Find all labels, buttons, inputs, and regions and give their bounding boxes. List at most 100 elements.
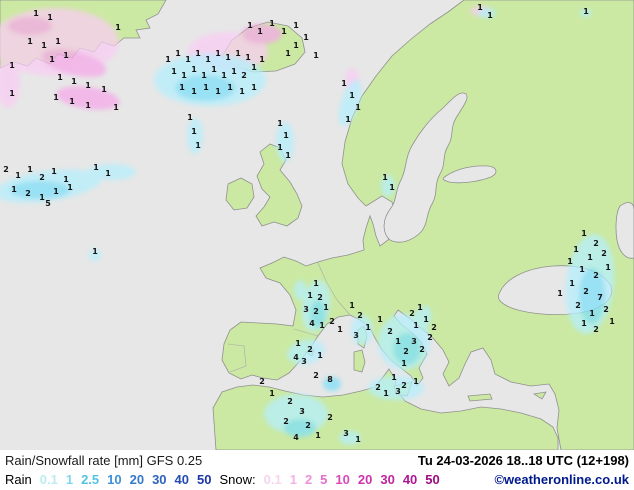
precip-value-label: 1 bbox=[317, 351, 323, 360]
precip-value-label: 3 bbox=[299, 407, 305, 416]
precip-value-label: 2 bbox=[259, 377, 265, 386]
precip-value-label: 1 bbox=[355, 103, 361, 112]
precip-value-label: 1 bbox=[401, 359, 407, 368]
precip-value-label: 1 bbox=[247, 21, 253, 30]
precip-value-label: 2 bbox=[327, 413, 333, 422]
border-portugal bbox=[227, 343, 247, 373]
precip-value-label: 1 bbox=[382, 173, 388, 182]
precip-value-label: 2 bbox=[375, 383, 381, 392]
legend-step-50: 50 bbox=[197, 472, 212, 487]
precip-value-label: 2 bbox=[241, 71, 247, 80]
legend-step-10: 10 bbox=[335, 472, 350, 487]
precip-value-label: 1 bbox=[413, 377, 419, 386]
precip-value-label: 2 bbox=[357, 311, 363, 320]
legend-step-20: 20 bbox=[129, 472, 145, 487]
precip-value-label: 2 bbox=[317, 293, 323, 302]
precip-value-label: 1 bbox=[179, 83, 185, 92]
precip-value-label: 1 bbox=[281, 27, 287, 36]
precip-value-label: 1 bbox=[231, 67, 237, 76]
precip-value-label: 1 bbox=[349, 301, 355, 310]
precip-value-label: 1 bbox=[307, 291, 313, 300]
map-product-title: Rain/Snowfall rate [mm] GFS 0.25 bbox=[5, 453, 203, 468]
precip-value-label: 2 bbox=[409, 309, 415, 318]
precip-value-label: 1 bbox=[203, 83, 209, 92]
precip-value-label: 1 bbox=[9, 89, 15, 98]
sea-caspian-edge bbox=[615, 202, 634, 259]
precip-value-label: 1 bbox=[257, 27, 263, 36]
legend-step-40: 40 bbox=[402, 472, 418, 487]
precip-value-label: 1 bbox=[337, 325, 343, 334]
precip-value-label: 1 bbox=[235, 49, 241, 58]
precip-value-label: 1 bbox=[383, 389, 389, 398]
precip-value-label: 1 bbox=[341, 79, 347, 88]
precip-value-label: 1 bbox=[609, 317, 615, 326]
precip-value-label: 1 bbox=[315, 431, 321, 440]
precip-value-label: 2 bbox=[431, 323, 437, 332]
copyright: ©weatheronline.co.uk bbox=[494, 472, 629, 487]
precip-value-label: 1 bbox=[85, 101, 91, 110]
precip-value-label: 2 bbox=[403, 347, 409, 356]
precip-value-label: 2 bbox=[305, 421, 311, 430]
precip-value-label: 1 bbox=[9, 61, 15, 70]
precip-value-label: 1 bbox=[345, 115, 351, 124]
precip-value-label: 1 bbox=[259, 55, 265, 64]
precip-value-label: 1 bbox=[49, 55, 55, 64]
precip-value-label: 1 bbox=[53, 187, 59, 196]
legend-step-10: 10 bbox=[107, 472, 122, 487]
precip-value-label: 2 bbox=[593, 239, 599, 248]
precip-value-label: 1 bbox=[413, 321, 419, 330]
precip-value-label: 4 bbox=[293, 433, 299, 442]
precip-value-label: 1 bbox=[303, 33, 309, 42]
precip-value-label: 1 bbox=[33, 9, 39, 18]
precip-value-label: 1 bbox=[211, 65, 217, 74]
precip-value-label: 2 bbox=[283, 417, 289, 426]
precip-value-label: 1 bbox=[581, 319, 587, 328]
precip-value-label: 2 bbox=[329, 317, 335, 326]
precip-value-label: 2 bbox=[419, 345, 425, 354]
precip-value-label: 1 bbox=[293, 21, 299, 30]
border-france-east bbox=[317, 262, 351, 316]
precip-value-label: 1 bbox=[295, 339, 301, 348]
precip-value-label: 1 bbox=[251, 63, 257, 72]
precip-value-label: 1 bbox=[53, 93, 59, 102]
precip-value-label: 1 bbox=[92, 247, 98, 256]
precip-value-label: 1 bbox=[195, 49, 201, 58]
rain-scale-label: Rain bbox=[5, 472, 32, 487]
precip-value-label: 1 bbox=[251, 83, 257, 92]
legend-step-2.5: 2.5 bbox=[81, 472, 100, 487]
precip-value-label: 1 bbox=[269, 19, 275, 28]
sea-baltic bbox=[383, 92, 468, 243]
legend-step-5: 5 bbox=[320, 472, 328, 487]
precip-value-label: 1 bbox=[191, 127, 197, 136]
precip-value-label: 1 bbox=[175, 49, 181, 58]
legend-step-2: 2 bbox=[304, 472, 313, 487]
precip-value-label: 2 bbox=[575, 301, 581, 310]
precip-value-label: 2 bbox=[3, 165, 9, 174]
precip-value-label: 1 bbox=[105, 169, 111, 178]
precip-value-label: 1 bbox=[215, 87, 221, 96]
precip-value-label: 1 bbox=[15, 171, 21, 180]
precip-value-label: 1 bbox=[283, 131, 289, 140]
precip-value-label: 1 bbox=[557, 289, 563, 298]
precip-value-label: 1 bbox=[69, 97, 75, 106]
precip-value-label: 1 bbox=[587, 253, 593, 262]
precip-value-label: 1 bbox=[195, 141, 201, 150]
precip-value-label: 2 bbox=[39, 173, 45, 182]
precip-value-label: 1 bbox=[221, 71, 227, 80]
border-pyrenees bbox=[293, 328, 319, 337]
island-cyprus bbox=[532, 391, 547, 400]
rain-patches bbox=[0, 8, 615, 445]
precip-value-label: 1 bbox=[313, 279, 319, 288]
precip-value-label: 1 bbox=[185, 55, 191, 64]
precip-value-label: 1 bbox=[57, 73, 63, 82]
precip-value-label: 1 bbox=[245, 53, 251, 62]
precip-value-label: 1 bbox=[11, 185, 17, 194]
precip-value-label: 3 bbox=[303, 305, 309, 314]
precip-value-label: 1 bbox=[55, 37, 61, 46]
precip-value-label: 1 bbox=[365, 323, 371, 332]
precip-value-label: 1 bbox=[67, 183, 73, 192]
precip-value-label: 1 bbox=[71, 77, 77, 86]
precip-value-label: 1 bbox=[313, 51, 319, 60]
precip-value-label: 1 bbox=[579, 265, 585, 274]
